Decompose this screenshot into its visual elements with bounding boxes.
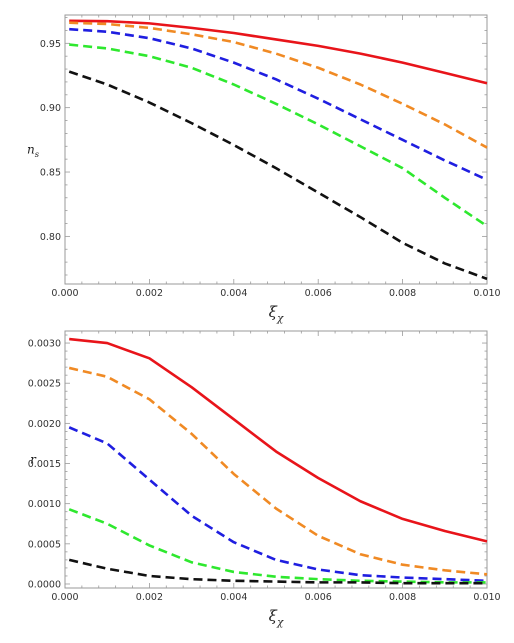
y-tick-label: 0.0000: [28, 579, 61, 590]
series-line-1: [69, 337, 488, 543]
y-tick-label: 0.0010: [28, 499, 61, 510]
x-tick-label: 0.010: [473, 592, 500, 603]
series-line-1: [69, 19, 488, 85]
y-axis-title: r: [30, 453, 37, 467]
series-line-5: [68, 70, 488, 281]
series-line-2: [69, 21, 488, 149]
y-axis-title: ns: [27, 143, 40, 160]
x-axis-title: ξχ: [269, 607, 284, 629]
y-tick-label: 0.85: [40, 168, 61, 179]
x-tick-label: 0.006: [305, 288, 332, 299]
x-tick-label: 0.008: [389, 592, 416, 603]
y-tick-label: 0.90: [40, 103, 61, 114]
x-tick-label: 0.000: [51, 288, 78, 299]
x-tick-label: 0.004: [220, 288, 247, 299]
y-tick-label: 0.0025: [28, 379, 61, 390]
x-tick-label: 0.006: [305, 592, 332, 603]
series-line-3: [68, 426, 488, 583]
x-tick-label: 0.008: [389, 288, 416, 299]
r-chart: 0.000 0.002 0.004 0.006 0.008 0.010 0.0000 0.00…: [28, 330, 501, 629]
series-line-2: [68, 366, 488, 576]
series-line-3: [69, 27, 488, 181]
ns-chart: 0.000 0.002 0.004 0.006 0.008 0.010 0.80 0.85 0.…: [27, 14, 501, 325]
x-tick-label: 0.002: [136, 288, 163, 299]
y-tick-label: 0.0030: [28, 339, 61, 350]
y-tick-label: 0.0020: [28, 419, 61, 430]
x-tick-label: 0.010: [473, 288, 500, 299]
x-tick-label: 0.000: [51, 592, 78, 603]
y-tick-label: 0.0005: [28, 539, 61, 550]
y-tick-label: 0.0015: [28, 459, 61, 470]
y-tick-label: 0.95: [40, 39, 61, 50]
y-tick-label: 0.80: [40, 232, 61, 243]
plot-frame: [64, 14, 488, 285]
series-line-4: [69, 43, 488, 228]
x-axis-title: ξχ: [269, 303, 284, 325]
series-line-4: [68, 508, 487, 584]
x-tick-label: 0.004: [220, 592, 247, 603]
x-tick-label: 0.002: [136, 592, 163, 603]
plot-frame: [64, 330, 488, 589]
